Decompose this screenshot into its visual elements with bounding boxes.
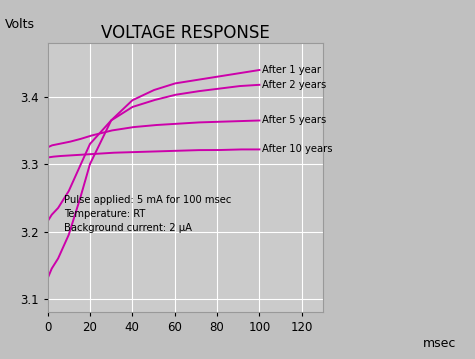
Text: msec: msec (423, 337, 456, 350)
Text: After 10 years: After 10 years (262, 144, 332, 154)
Text: Volts: Volts (5, 18, 35, 31)
Title: VOLTAGE RESPONSE: VOLTAGE RESPONSE (101, 24, 270, 42)
Text: After 1 year: After 1 year (262, 65, 321, 75)
Text: Pulse applied: 5 mA for 100 msec
Temperature: RT
Background current: 2 μA: Pulse applied: 5 mA for 100 msec Tempera… (65, 195, 232, 233)
Text: After 2 years: After 2 years (262, 80, 326, 90)
Text: After 5 years: After 5 years (262, 116, 326, 126)
